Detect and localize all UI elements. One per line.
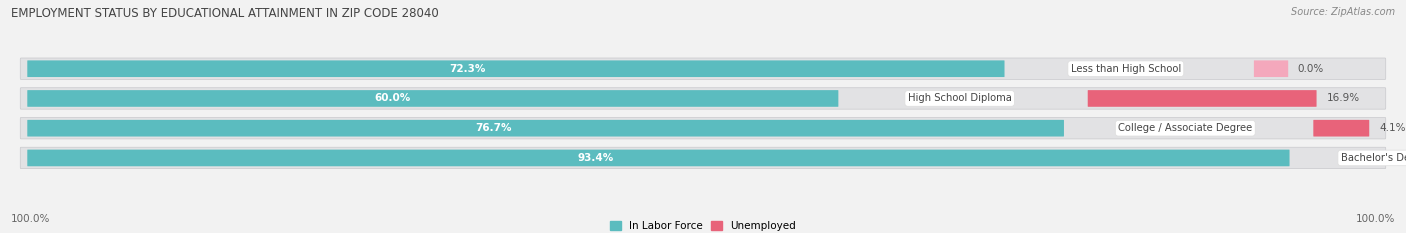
Text: 76.7%: 76.7% bbox=[475, 123, 512, 133]
FancyBboxPatch shape bbox=[20, 117, 1386, 139]
Text: High School Diploma: High School Diploma bbox=[908, 93, 1011, 103]
Text: Less than High School: Less than High School bbox=[1071, 64, 1181, 74]
FancyBboxPatch shape bbox=[1254, 60, 1288, 77]
Text: 72.3%: 72.3% bbox=[449, 64, 485, 74]
Text: 100.0%: 100.0% bbox=[1355, 214, 1395, 224]
FancyBboxPatch shape bbox=[27, 60, 1004, 77]
Text: EMPLOYMENT STATUS BY EDUCATIONAL ATTAINMENT IN ZIP CODE 28040: EMPLOYMENT STATUS BY EDUCATIONAL ATTAINM… bbox=[11, 7, 439, 20]
FancyBboxPatch shape bbox=[1313, 120, 1369, 137]
FancyBboxPatch shape bbox=[20, 58, 1386, 79]
FancyBboxPatch shape bbox=[20, 88, 1386, 109]
FancyBboxPatch shape bbox=[20, 147, 1386, 169]
FancyBboxPatch shape bbox=[27, 120, 1064, 137]
Text: 16.9%: 16.9% bbox=[1327, 93, 1360, 103]
Text: Source: ZipAtlas.com: Source: ZipAtlas.com bbox=[1291, 7, 1395, 17]
Text: 100.0%: 100.0% bbox=[11, 214, 51, 224]
Text: 93.4%: 93.4% bbox=[578, 153, 613, 163]
FancyBboxPatch shape bbox=[27, 90, 838, 107]
FancyBboxPatch shape bbox=[27, 150, 1289, 166]
FancyBboxPatch shape bbox=[1088, 90, 1316, 107]
Text: 0.0%: 0.0% bbox=[1298, 64, 1323, 74]
Text: 60.0%: 60.0% bbox=[374, 93, 411, 103]
Legend: In Labor Force, Unemployed: In Labor Force, Unemployed bbox=[606, 217, 800, 233]
Text: Bachelor's Degree or higher: Bachelor's Degree or higher bbox=[1341, 153, 1406, 163]
Text: 4.1%: 4.1% bbox=[1379, 123, 1406, 133]
Text: College / Associate Degree: College / Associate Degree bbox=[1118, 123, 1253, 133]
